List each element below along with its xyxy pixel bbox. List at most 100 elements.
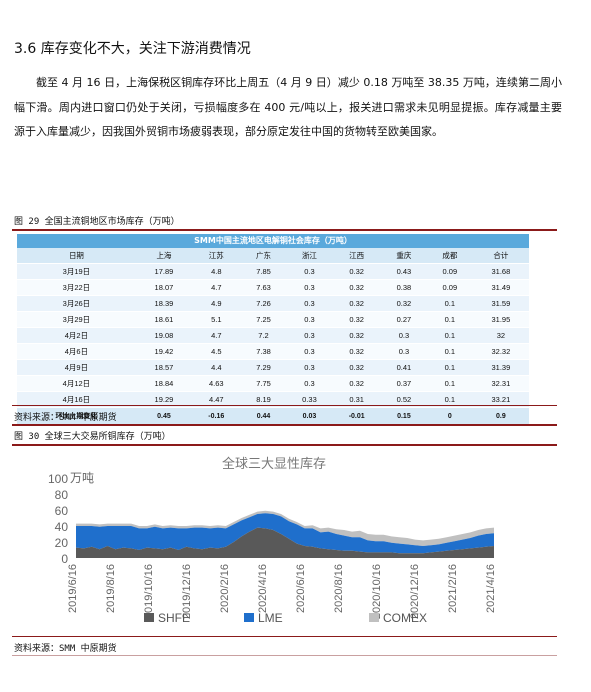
table-cell: 0.3	[286, 375, 333, 392]
table-cell: 0.1	[426, 375, 473, 392]
table-header-cell: 成都	[426, 248, 473, 264]
chart-title: 全球三大显性库存	[222, 456, 326, 471]
table-cell: 0.3	[286, 279, 333, 296]
table-cell: 0.32	[332, 263, 381, 280]
legend-swatch-shfe	[144, 613, 154, 622]
figure29-source: 资料来源：SMM 中原期货	[14, 413, 117, 423]
x-tick-label: 2019/8/16	[105, 564, 117, 613]
table-cell: 3月26日	[17, 295, 136, 312]
table-cell: 0.27	[380, 311, 427, 328]
table-cell: 0.32	[332, 295, 381, 312]
table-cell: 0.1	[426, 343, 473, 360]
table-cell: 4.5	[192, 343, 241, 360]
inventory-table-grid: 日期 上海 江苏 广东 浙江 江西 重庆 成都 合计 3月19日 17.89 4.8 7.85 0.3 0…	[17, 248, 529, 426]
figure30-bottom-rule	[12, 636, 557, 637]
table-cell: 19.08	[135, 327, 193, 344]
inventory-table: SMM中国主流地区电解铜社会库存（万吨） 日期 上海 江苏 广东 浙江 江西 重庆 成都 合计 …	[17, 234, 529, 426]
series-area-shfe	[76, 527, 494, 558]
table-cell: 4月9日	[17, 359, 136, 376]
table-header-row: 日期 上海 江苏 广东 浙江 江西 重庆 成都 合计	[17, 248, 529, 264]
table-cell: 3月22日	[17, 279, 136, 296]
y-tick-label: 100	[48, 472, 68, 486]
legend-swatch-lme	[244, 613, 254, 622]
table-cell: 8.19	[240, 391, 287, 408]
table-total-cell: -0.16	[192, 407, 241, 426]
table-cell: 0.1	[426, 327, 473, 344]
x-tick-label: 2020/4/16	[257, 564, 269, 613]
table-cell: 4.63	[192, 375, 241, 392]
table-header-cell: 合计	[472, 248, 529, 264]
table-header-cell: 日期	[17, 248, 136, 264]
table-header-cell: 江西	[332, 248, 381, 264]
table-row: 4月6日 19.42 4.5 7.38 0.3 0.32 0.3 0.1 32.32	[17, 343, 529, 360]
table-cell: 18.39	[135, 295, 193, 312]
x-tick-label: 2019/6/16	[67, 564, 79, 613]
table-cell: 0.52	[380, 391, 427, 408]
table-cell: 0.09	[426, 263, 473, 280]
legend-label: LME	[258, 611, 283, 625]
table-cell: 18.84	[135, 375, 193, 392]
table-cell: 4.7	[192, 327, 241, 344]
table-total-cell: 环比上期变化	[17, 407, 136, 426]
table-cell: 4月16日	[17, 391, 136, 408]
y-tick-label: 80	[55, 488, 69, 502]
y-tick-label: 20	[55, 536, 69, 550]
section-paragraph: 截至 4 月 16 日，上海保税区铜库存环比上周五（4 月 9 日）减少 0.1…	[14, 76, 562, 138]
table-row: 4月16日 19.29 4.47 8.19 0.33 0.31 0.52 0.1 33.21	[17, 391, 529, 408]
table-cell: 0.1	[426, 391, 473, 408]
table-cell: 0.09	[426, 279, 473, 296]
table-cell: 31.68	[472, 263, 529, 280]
table-cell: 19.29	[135, 391, 193, 408]
inventory-chart: 全球三大显性库存 0 20 40 60 80 100 万吨 2019/6/16 2019/8/16…	[14, 450, 514, 630]
series-area-comex	[76, 510, 494, 546]
table-title: SMM中国主流地区电解铜社会库存（万吨）	[17, 234, 529, 248]
table-header-cell: 上海	[135, 248, 193, 264]
legend-label: SHFE	[158, 611, 190, 625]
table-cell: 0.3	[380, 343, 427, 360]
table-cell: 0.32	[332, 279, 381, 296]
table-total-cell: 0.15	[380, 407, 427, 426]
table-body: 3月19日 17.89 4.8 7.85 0.3 0.32 0.43 0.09 31.68 3月2…	[17, 263, 529, 426]
table-cell: 0.3	[380, 327, 427, 344]
table-cell: 18.61	[135, 311, 193, 328]
x-tick-label: 2020/10/16	[371, 564, 383, 619]
table-cell: 0.1	[426, 311, 473, 328]
table-header-cell: 重庆	[380, 248, 427, 264]
table-cell: 7.85	[240, 263, 287, 280]
table-total-cell: 0.45	[135, 407, 193, 426]
x-tick-label: 2019/10/16	[143, 564, 155, 619]
table-cell: 17.89	[135, 263, 193, 280]
table-row: 3月26日 18.39 4.9 7.26 0.3 0.32 0.32 0.1 31.59	[17, 295, 529, 312]
table-cell: 32	[472, 327, 529, 344]
table-cell: 7.26	[240, 295, 287, 312]
table-cell: 5.1	[192, 311, 241, 328]
table-cell: 0.31	[332, 391, 381, 408]
table-cell: 31.39	[472, 359, 529, 376]
table-cell: 0.37	[380, 375, 427, 392]
table-cell: 0.3	[286, 343, 333, 360]
table-cell: 31.49	[472, 279, 529, 296]
table-cell: 0.38	[380, 279, 427, 296]
figure30-source: 资料来源：SMM 中原期货	[14, 644, 117, 654]
x-tick-label: 2021/4/16	[485, 564, 497, 613]
table-cell: 4月2日	[17, 327, 136, 344]
table-cell: 7.38	[240, 343, 287, 360]
table-cell: 0.3	[286, 295, 333, 312]
table-cell: 7.63	[240, 279, 287, 296]
table-cell: 18.57	[135, 359, 193, 376]
table-cell: 31.59	[472, 295, 529, 312]
y-tick-label: 0	[61, 552, 68, 566]
table-cell: 32.31	[472, 375, 529, 392]
table-cell: 0.1	[426, 359, 473, 376]
table-cell: 4月6日	[17, 343, 136, 360]
page-footer-rule	[12, 655, 557, 656]
table-cell: 3月29日	[17, 311, 136, 328]
x-tick-label: 2021/2/16	[447, 564, 459, 613]
section-heading: 3.6 库存变化不大，关注下游消费情况	[14, 41, 251, 57]
table-cell: 0.41	[380, 359, 427, 376]
figure29-caption: 图 29 全国主流铜地区市场库存（万吨）	[14, 217, 180, 227]
table-cell: 4.8	[192, 263, 241, 280]
table-cell: 19.42	[135, 343, 193, 360]
table-header-cell: 广东	[240, 248, 287, 264]
table-cell: 0.33	[286, 391, 333, 408]
